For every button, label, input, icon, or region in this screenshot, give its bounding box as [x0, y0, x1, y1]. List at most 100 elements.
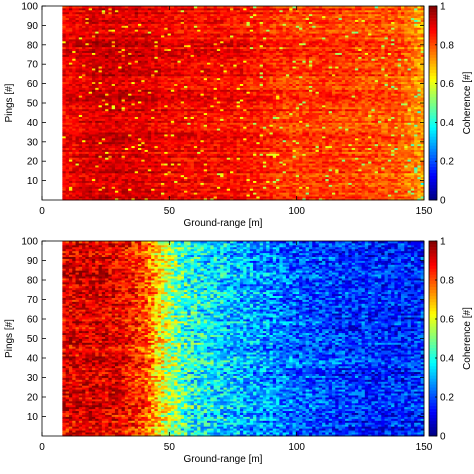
heatmap-cell: [101, 176, 106, 180]
heatmap-cell: [335, 178, 339, 181]
heatmap-cell: [184, 134, 188, 137]
heatmap-cell: [82, 186, 86, 189]
heatmap-cell: [157, 184, 162, 187]
heatmap-cell: [377, 134, 382, 137]
heatmap-cell: [68, 151, 73, 154]
heatmap-cell: [203, 163, 208, 166]
heatmap-cell: [420, 186, 425, 189]
heatmap-cell: [180, 186, 185, 189]
heatmap-cell: [312, 190, 316, 193]
heatmap-cell: [121, 174, 126, 178]
heatmap-cell: [91, 168, 96, 172]
heatmap-cell: [147, 145, 152, 149]
heatmap-cell: [335, 194, 339, 197]
heatmap-cell: [137, 170, 142, 174]
heatmap-cell: [68, 128, 73, 131]
heatmap-cell: [118, 163, 122, 166]
heatmap-cell: [207, 143, 211, 147]
heatmap-cell: [397, 141, 402, 145]
heatmap-cell: [154, 137, 159, 141]
heatmap-cell: [91, 143, 96, 147]
heatmap-cell: [200, 157, 205, 160]
heatmap-cell: [78, 194, 83, 197]
heatmap-cell: [111, 155, 116, 158]
heatmap-cell: [262, 163, 267, 166]
heatmap-cell: [243, 196, 247, 199]
heatmap-cell: [177, 128, 182, 131]
heatmap-cell: [161, 128, 165, 131]
heatmap-cell: [315, 172, 320, 176]
heatmap-cell: [88, 167, 93, 170]
heatmap-cell: [101, 170, 106, 174]
heatmap-cell: [394, 143, 399, 147]
heatmap-cell: [82, 172, 86, 176]
heatmap-cell: [213, 145, 218, 149]
heatmap-cell: [180, 130, 185, 133]
heatmap-cell: [91, 190, 96, 193]
heatmap-cell: [203, 132, 208, 135]
heatmap-cell: [259, 190, 264, 193]
heatmap-cell: [180, 145, 185, 149]
heatmap-cell: [391, 163, 395, 166]
heatmap-cell: [312, 170, 316, 174]
heatmap-cell: [197, 159, 201, 162]
heatmap-cell: [358, 190, 362, 193]
heatmap-cell: [190, 141, 195, 145]
heatmap-cell: [167, 143, 172, 147]
heatmap-cell: [134, 151, 139, 154]
heatmap-cell: [243, 188, 247, 191]
heatmap-cell: [82, 180, 86, 183]
heatmap-cell: [78, 157, 83, 160]
heatmap-cell: [75, 145, 80, 149]
heatmap-cell: [157, 161, 162, 164]
heatmap-cell: [371, 137, 376, 141]
heatmap-cell: [292, 161, 297, 164]
heatmap-cell: [407, 186, 412, 189]
heatmap-cell: [167, 135, 172, 139]
heatmap-cell: [151, 170, 155, 174]
heatmap-cell: [299, 128, 303, 131]
heatmap-cell: [305, 153, 310, 156]
heatmap-cell: [338, 153, 343, 156]
heatmap-cell: [68, 172, 73, 176]
heatmap-cell: [266, 167, 270, 170]
heatmap-cell: [210, 163, 214, 166]
heatmap-cell: [308, 198, 313, 201]
heatmap-cell: [170, 128, 175, 131]
heatmap-cell: [249, 196, 254, 199]
heatmap-cell: [85, 161, 90, 164]
heatmap-cell: [331, 132, 336, 135]
heatmap-cell: [358, 159, 362, 162]
heatmap-cell: [249, 190, 254, 193]
heatmap-cell: [118, 155, 122, 158]
heatmap-cell: [315, 178, 320, 181]
heatmap-cell: [246, 163, 251, 166]
heatmap-cell: [269, 157, 274, 160]
heatmap-cell: [282, 153, 287, 156]
heatmap-cell: [82, 147, 86, 150]
heatmap-cell: [88, 170, 93, 174]
heatmap-cell: [289, 143, 293, 147]
heatmap-cell: [381, 147, 385, 150]
heatmap-cell: [371, 170, 376, 174]
heatmap-cell: [161, 180, 165, 183]
heatmap-cell: [285, 147, 290, 150]
heatmap-cell: [292, 149, 297, 152]
heatmap-cell: [161, 153, 165, 156]
heatmap-cell: [341, 132, 346, 135]
heatmap-cell: [259, 184, 264, 187]
heatmap-cell: [400, 168, 405, 172]
heatmap-cell: [154, 194, 159, 197]
heatmap-cell: [161, 172, 165, 176]
heatmap-cell: [167, 165, 172, 168]
heatmap-cell: [377, 165, 382, 168]
heatmap-cell: [253, 141, 257, 145]
heatmap-cell: [266, 194, 270, 197]
heatmap-cell: [374, 192, 379, 195]
heatmap-cell: [236, 128, 241, 131]
heatmap-cell: [338, 190, 343, 193]
heatmap-cell: [184, 153, 188, 156]
heatmap-cell: [279, 153, 284, 156]
heatmap-cell: [266, 153, 270, 156]
heatmap-cell: [216, 168, 221, 172]
